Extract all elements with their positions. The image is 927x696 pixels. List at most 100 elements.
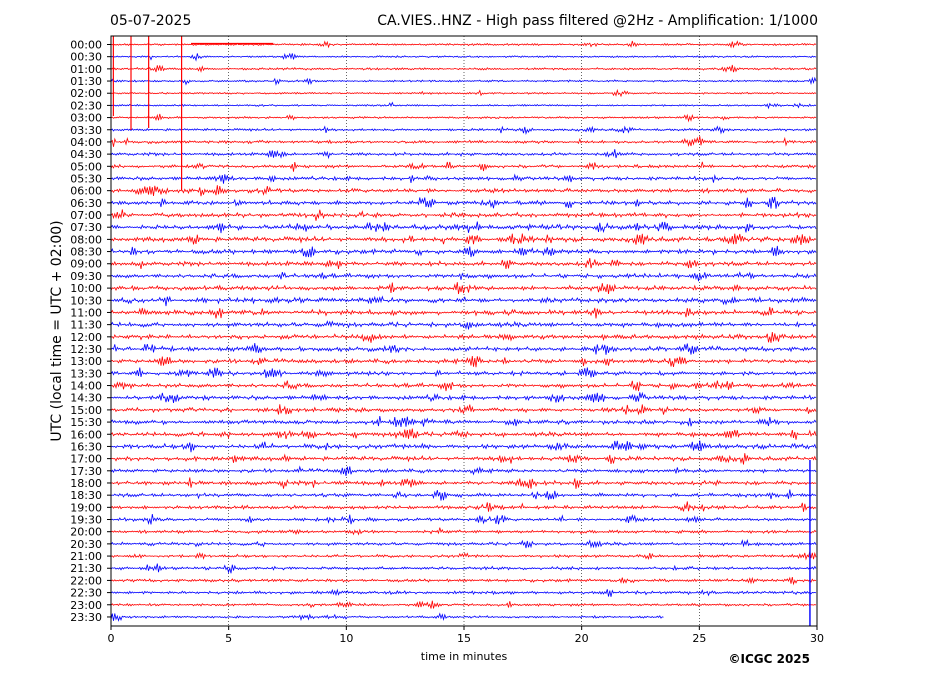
trace-line [110,576,817,586]
y-tick-label: 23:30 [70,611,102,624]
trace-group [110,36,817,626]
y-tick-label: 13:30 [70,367,102,380]
y-tick-label: 00:30 [70,51,102,64]
x-tick-label: 10 [339,632,353,645]
trace-line [110,428,817,440]
trace-line [110,563,817,574]
trace-line [110,52,817,62]
trace-line [110,527,817,536]
trace-line [110,161,817,172]
y-tick-label: 19:30 [70,514,102,527]
trace-line [110,465,817,476]
x-tick-label: 25 [692,632,706,645]
y-tick-label: 18:00 [70,477,102,490]
y-tick-group: 00:0000:3001:0001:3002:0002:3003:0003:30… [70,39,111,624]
y-tick-label: 07:00 [70,209,102,222]
y-tick-label: 05:30 [70,172,102,185]
y-tick-label: 03:00 [70,112,102,125]
x-tick-group: 0 5 10 15 20 25 30 [108,626,824,645]
trace-line [110,125,817,135]
trace-line [110,600,817,609]
trace-line [110,76,817,86]
trace-line [110,88,817,98]
trace-line [110,136,817,147]
y-tick-label: 10:00 [70,282,102,295]
y-tick-label: 14:00 [70,380,102,393]
trace-line [110,196,817,209]
y-tick-label: 22:00 [70,574,102,587]
y-tick-label: 00:00 [70,39,102,52]
trace-line [110,245,817,258]
trace-line [110,440,817,453]
y-tick-label: 09:00 [70,258,102,271]
trace-line [110,380,817,392]
y-tick-label: 23:00 [70,599,102,612]
y-tick-label: 07:30 [70,221,102,234]
trace-line [110,209,817,221]
trace-line [110,367,817,378]
y-tick-label: 20:30 [70,538,102,551]
y-tick-label: 02:30 [70,99,102,112]
trace-line [110,391,817,403]
y-tick-label: 16:30 [70,440,102,453]
trace-line [110,514,817,525]
trace-line [110,588,817,597]
trace-line [110,101,817,110]
trace-line [110,343,817,355]
y-tick-label: 20:00 [70,526,102,539]
trace-line [110,221,817,234]
trace-line [110,185,817,197]
x-axis-label: time in minutes [421,650,508,663]
trace-line [110,538,817,549]
trace-line [110,64,817,73]
credit-label: ©ICGC 2025 [728,652,810,666]
y-tick-label: 17:30 [70,465,102,478]
y-tick-label: 22:30 [70,587,102,600]
y-tick-label: 04:30 [70,148,102,161]
y-tick-label: 06:30 [70,197,102,210]
trace-line [110,404,817,416]
y-tick-label: 15:30 [70,416,102,429]
y-tick-label: 17:00 [70,453,102,466]
y-tick-label: 11:00 [70,306,102,319]
trace-line [110,489,817,501]
plot-frame [110,35,818,627]
y-tick-label: 08:00 [70,233,102,246]
trace-line [110,40,817,49]
y-tick-label: 14:30 [70,392,102,405]
x-tick-label: 0 [108,632,115,645]
y-tick-label: 19:00 [70,501,102,514]
trace-line [110,453,817,465]
y-tick-label: 18:30 [70,489,102,502]
y-tick-label: 08:30 [70,246,102,259]
chart-title: CA.VIES..HNZ - High pass filtered @2Hz -… [377,13,818,29]
x-tick-label: 30 [810,632,824,645]
y-tick-label: 11:30 [70,319,102,332]
y-tick-label: 05:00 [70,160,102,173]
trace-line [110,320,817,330]
grid-lines [228,36,700,626]
x-tick-label: 15 [457,632,471,645]
trace-line [110,551,817,561]
date-label: 05-07-2025 [110,13,191,29]
trace-line [110,173,817,184]
trace-line [110,306,817,319]
y-tick-label: 10:30 [70,294,102,307]
y-tick-label: 12:00 [70,331,102,344]
y-tick-label: 21:00 [70,550,102,563]
trace-line [110,416,817,427]
trace-line [110,612,664,622]
y-tick-label: 01:30 [70,75,102,88]
trace-line [110,271,817,282]
y-tick-label: 09:30 [70,270,102,283]
trace-line [110,233,817,245]
trace-line [110,149,817,160]
y-tick-label: 15:00 [70,404,102,417]
y-tick-label: 01:00 [70,63,102,76]
y-tick-label: 02:00 [70,87,102,100]
y-tick-label: 03:30 [70,124,102,137]
y-tick-label: 04:00 [70,136,102,149]
y-tick-label: 12:30 [70,343,102,356]
trace-line [110,501,817,512]
